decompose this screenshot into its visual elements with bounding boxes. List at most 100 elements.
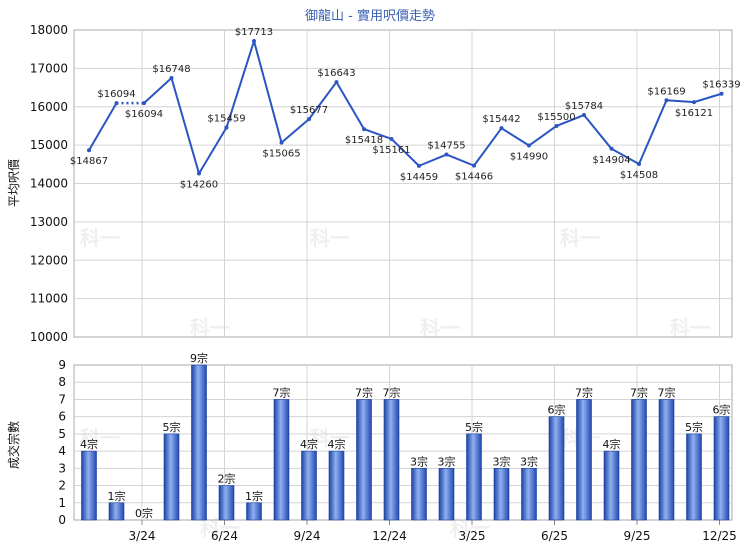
bar xyxy=(163,433,180,521)
bar-data-label: 6宗 xyxy=(713,403,731,417)
line-segment xyxy=(611,147,640,165)
bar-data-label: 4宗 xyxy=(603,437,621,451)
bar-y-tick-label: 9 xyxy=(58,358,66,372)
line-y-tick-label: 11000 xyxy=(30,292,68,306)
line-data-label: $14867 xyxy=(70,156,108,167)
line-data-label: $16169 xyxy=(647,86,685,97)
bar-data-label: 3宗 xyxy=(410,454,428,468)
bar-data-label: 7宗 xyxy=(355,385,373,399)
line-point xyxy=(582,113,586,118)
bar-data-label: 2宗 xyxy=(218,472,236,486)
bar-x-tick-label: 6/25 xyxy=(541,529,568,543)
line-segment xyxy=(253,40,283,143)
bar-data-label: 0宗 xyxy=(135,506,153,520)
bar xyxy=(383,399,400,521)
line-data-label: $16748 xyxy=(152,64,190,75)
bar xyxy=(81,450,97,521)
bar xyxy=(521,468,537,521)
line-y-tick-label: 10000 xyxy=(30,330,68,344)
bar-data-label: 4宗 xyxy=(300,437,318,451)
bar-data-label: 6宗 xyxy=(548,403,566,417)
line-segment xyxy=(335,81,365,130)
line-segment xyxy=(170,77,200,174)
line-data-label: $14990 xyxy=(510,152,548,163)
bar xyxy=(218,485,235,521)
bar-data-label: 7宗 xyxy=(630,385,648,399)
line-segment xyxy=(446,153,475,167)
line-point xyxy=(142,101,146,106)
bar xyxy=(273,399,290,521)
bar-data-label: 3宗 xyxy=(438,454,456,468)
line-point xyxy=(279,140,284,145)
line-data-label: $14466 xyxy=(455,172,493,183)
line-data-label: $15442 xyxy=(482,114,520,125)
bar xyxy=(411,468,427,521)
line-segment xyxy=(638,99,668,165)
line-data-label: $15500 xyxy=(537,112,575,123)
bar-plot-frame xyxy=(73,364,733,521)
line-point xyxy=(554,123,559,128)
bar-data-label: 5宗 xyxy=(685,420,703,434)
bar xyxy=(328,450,345,521)
line-point xyxy=(334,80,339,85)
line-y-tick-label: 17000 xyxy=(30,61,68,75)
line-data-label: $15784 xyxy=(565,101,603,112)
bar-data-label: 1宗 xyxy=(108,489,126,503)
bar-y-tick-label: 1 xyxy=(58,496,66,510)
watermark-text: 科一 xyxy=(560,226,600,250)
line-y-tick-label: 14000 xyxy=(30,177,68,191)
bar xyxy=(631,399,647,521)
bar-data-label: 4宗 xyxy=(328,437,346,451)
line-y-tick-label: 15000 xyxy=(30,138,68,152)
line-data-label: $15677 xyxy=(290,105,328,116)
chart-title: 御龍山 - 實用呎價走勢 xyxy=(305,8,435,24)
bar xyxy=(686,433,702,521)
bar xyxy=(466,433,482,521)
bar xyxy=(301,450,317,521)
line-segment xyxy=(280,118,310,144)
line-data-label: $14755 xyxy=(427,141,465,152)
line-point xyxy=(224,125,229,130)
line-segment xyxy=(666,99,695,104)
bar-x-tick-label: 9/24 xyxy=(294,529,321,543)
line-y-tick-label: 12000 xyxy=(30,253,68,267)
line-y-tick-label: 16000 xyxy=(30,100,68,114)
line-segment xyxy=(418,153,447,167)
line-point xyxy=(472,163,476,168)
bar-data-label: 7宗 xyxy=(575,385,593,399)
line-segment xyxy=(308,81,338,120)
line-segment xyxy=(500,127,530,147)
line-data-label: $16339 xyxy=(702,80,740,91)
line-segment xyxy=(693,92,722,104)
line-segment xyxy=(88,102,118,151)
bar-data-label: 9宗 xyxy=(190,351,208,365)
bar xyxy=(108,502,125,521)
line-data-label: $14260 xyxy=(180,180,218,191)
line-point xyxy=(307,117,311,122)
watermark-text: 科一 xyxy=(190,316,230,340)
bar-x-tick-label: 9/25 xyxy=(624,529,651,543)
line-point xyxy=(169,76,174,81)
line-segment xyxy=(363,128,392,140)
line-point xyxy=(609,146,614,151)
bar-data-label: 5宗 xyxy=(163,420,181,434)
bar-x-tick-label: 6/24 xyxy=(211,529,238,543)
bar-data-label: 7宗 xyxy=(658,385,676,399)
line-data-label: $15065 xyxy=(262,149,300,160)
line-point xyxy=(197,171,201,176)
bar xyxy=(603,450,620,521)
bar-data-label: 3宗 xyxy=(493,454,511,468)
bar-data-label: 7宗 xyxy=(383,385,401,399)
bar-x-tick-label: 3/24 xyxy=(129,529,156,543)
line-data-label: $16643 xyxy=(317,68,355,79)
bar-x-tick-label: 12/24 xyxy=(372,529,407,543)
bar xyxy=(356,399,372,521)
bar xyxy=(548,416,565,521)
bar-y-tick-label: 7 xyxy=(58,392,66,406)
line-y-tick-label: 18000 xyxy=(30,23,68,37)
line-point xyxy=(527,143,531,148)
bar-y-tick-label: 8 xyxy=(58,375,66,389)
bar-y-tick-label: 5 xyxy=(58,427,66,441)
